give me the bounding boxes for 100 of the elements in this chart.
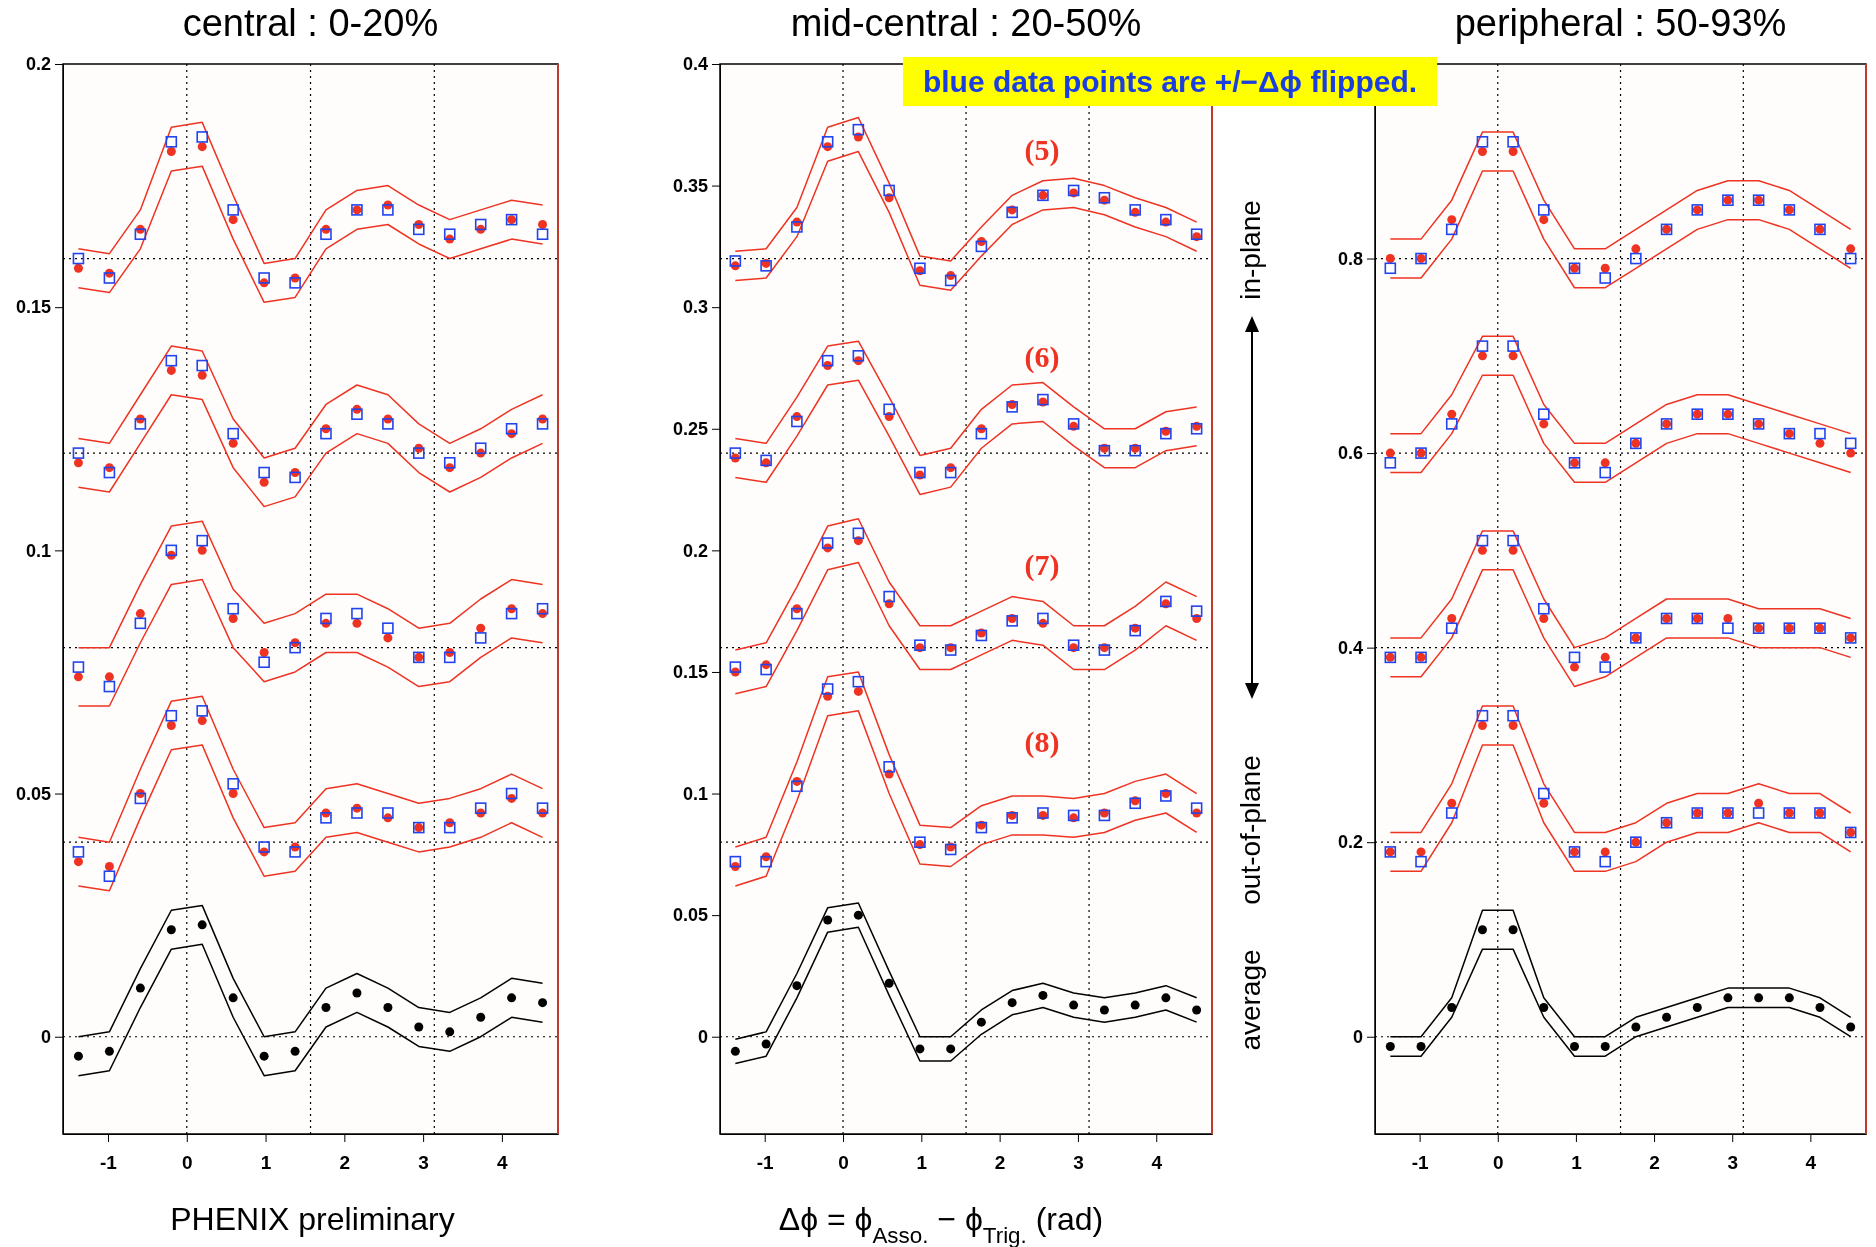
y-tick-label: 0 (697, 1026, 708, 1047)
point (1477, 925, 1487, 935)
y-tick-label: 0.2 (25, 54, 51, 75)
point (103, 680, 116, 693)
point (72, 661, 85, 673)
point (505, 422, 518, 435)
line-series (77, 520, 544, 649)
point (1098, 444, 1111, 457)
annotation: (8) (1024, 725, 1060, 759)
point (1415, 855, 1427, 868)
point (258, 656, 270, 669)
point (1538, 408, 1550, 420)
y-tick-label: 0.4 (682, 54, 708, 75)
x-tick-label: 4 (1805, 1152, 1817, 1174)
text: average (1235, 949, 1266, 1051)
point (944, 843, 957, 856)
point (72, 252, 85, 265)
point (852, 527, 865, 540)
point (975, 240, 988, 253)
point (1385, 1041, 1395, 1051)
point (1538, 602, 1550, 615)
point (791, 780, 803, 793)
point (412, 447, 425, 459)
line-series (1389, 744, 1852, 873)
point (73, 857, 83, 867)
point (852, 675, 865, 688)
point (134, 617, 147, 630)
point (135, 609, 145, 619)
point (196, 359, 209, 372)
point (227, 602, 239, 615)
point (729, 661, 742, 673)
point (1476, 534, 1489, 547)
point (760, 454, 772, 467)
point (915, 1044, 925, 1054)
line-series (1389, 170, 1852, 289)
point (1570, 1041, 1580, 1051)
point (321, 1003, 331, 1013)
point (884, 978, 894, 988)
point (1538, 787, 1550, 800)
point (1600, 1041, 1610, 1051)
point (165, 544, 178, 557)
point (1784, 993, 1794, 1003)
point (1384, 457, 1397, 469)
point (445, 1027, 455, 1037)
point (165, 354, 178, 367)
point (1507, 709, 1519, 722)
point (536, 802, 549, 814)
chart-title: central : 0-20% (182, 2, 439, 44)
point (914, 262, 926, 275)
line-series (734, 710, 1198, 887)
y-tick-label: 0.2 (1337, 832, 1363, 853)
point (1507, 534, 1519, 547)
point (760, 855, 772, 868)
point (382, 204, 394, 216)
point (1007, 998, 1017, 1008)
point (1098, 809, 1111, 822)
point (443, 228, 456, 241)
point (289, 277, 301, 289)
point (1568, 651, 1581, 664)
point (103, 466, 116, 479)
y-tick-label: 0.05 (672, 905, 708, 926)
x-tick-label: 1 (1571, 1152, 1583, 1174)
point (536, 228, 549, 241)
y-tick-label: 0.8 (1337, 248, 1363, 269)
point (73, 1051, 83, 1061)
point (1006, 615, 1018, 627)
point (351, 607, 363, 620)
x-tick-label: 3 (1073, 1152, 1084, 1174)
y-tick-label: 0.25 (672, 419, 708, 440)
point (1662, 1012, 1672, 1022)
line-series (77, 695, 544, 843)
text: out-of-plane (1235, 755, 1266, 905)
point (883, 590, 895, 603)
point (1722, 622, 1734, 634)
point (1130, 1000, 1140, 1010)
point (197, 370, 207, 380)
point (228, 993, 238, 1003)
point (1723, 993, 1733, 1003)
x-tick-label: 2 (339, 1152, 351, 1174)
x-tick-label: -1 (100, 1152, 118, 1174)
point (914, 466, 926, 479)
point (852, 123, 865, 136)
point (1844, 437, 1857, 450)
point (1476, 340, 1489, 352)
point (72, 447, 85, 459)
y-tick-label: 0.6 (1337, 443, 1363, 464)
point (166, 147, 176, 157)
line-series (734, 671, 1198, 848)
point (760, 260, 772, 272)
x-tick-label: 1 (260, 1152, 272, 1174)
line-series (1389, 705, 1852, 834)
point (474, 802, 487, 814)
x-tick-label: 4 (1151, 1152, 1163, 1174)
point (538, 220, 548, 229)
point (289, 471, 301, 484)
point (944, 274, 957, 287)
point (474, 218, 487, 231)
point (382, 622, 394, 634)
point (761, 1039, 771, 1049)
line-series (1389, 131, 1852, 250)
